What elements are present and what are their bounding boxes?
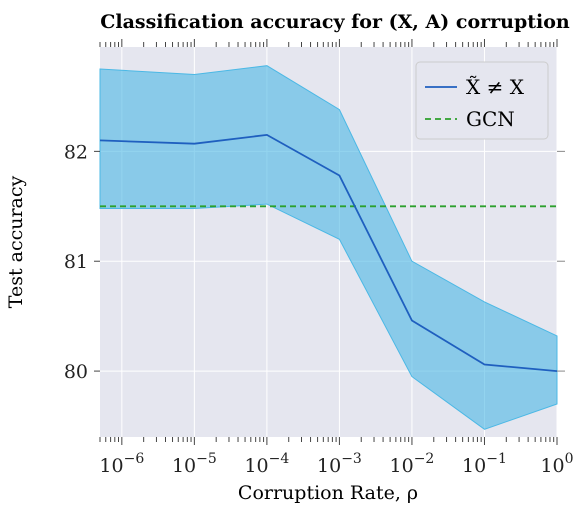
x-axis-label: Corruption Rate, ρ [238, 482, 418, 504]
series-line-x-tilde [99, 133, 558, 372]
x-ticks: 10−6 10−5 10−4 10−3 10−2 10−1 100 [99, 39, 574, 477]
legend-label-gcn: GCN [466, 107, 515, 131]
x-tick-label: 10−4 [244, 451, 289, 477]
y-axis-label: Test accuracy [5, 175, 27, 308]
legend: X̃ ≠ X GCN [415, 61, 549, 140]
x-tick-label: 10−5 [172, 451, 217, 477]
legend-label-x-tilde: X̃ ≠ X [466, 75, 525, 99]
x-tick-label: 10−6 [99, 451, 144, 477]
y-tick-label: 81 [64, 251, 88, 273]
x-tick-label: 100 [540, 451, 573, 477]
y-ticks: 80 81 82 [64, 141, 565, 383]
chart-title: Classification accuracy for (X, A) corru… [100, 11, 570, 33]
x-tick-label: 10−3 [317, 451, 362, 477]
y-tick-label: 82 [64, 141, 88, 163]
x-tick-label: 10−1 [462, 451, 507, 477]
y-tick-label: 80 [64, 361, 88, 383]
x-tick-label: 10−2 [390, 451, 435, 477]
